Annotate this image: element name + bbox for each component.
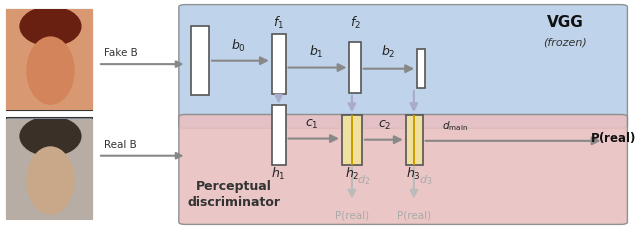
Text: $h_3$: $h_3$: [406, 166, 421, 182]
Text: $h_2$: $h_2$: [345, 166, 359, 182]
Text: $b_0$: $b_0$: [232, 38, 246, 54]
Bar: [349, 42, 361, 93]
Text: Perceptual
discriminator: Perceptual discriminator: [188, 180, 280, 209]
FancyBboxPatch shape: [179, 5, 627, 128]
Text: $d_{\mathrm{main}}$: $d_{\mathrm{main}}$: [442, 119, 468, 133]
Text: P(real): P(real): [397, 210, 431, 220]
Bar: [406, 114, 422, 165]
FancyBboxPatch shape: [179, 114, 627, 224]
Bar: [351, 114, 353, 165]
Text: $\mathbf{P(real)}$: $\mathbf{P(real)}$: [590, 130, 636, 145]
Text: Real B: Real B: [104, 140, 137, 150]
Text: $c_1$: $c_1$: [305, 118, 319, 131]
Text: $d_3$: $d_3$: [419, 173, 432, 187]
Text: $h_1$: $h_1$: [271, 166, 286, 182]
Text: VGG: VGG: [547, 16, 584, 30]
Ellipse shape: [19, 116, 81, 156]
Text: $c_2$: $c_2$: [378, 119, 392, 133]
Text: $f_1$: $f_1$: [273, 15, 284, 31]
Text: $f_2$: $f_2$: [349, 15, 360, 31]
Text: $b_2$: $b_2$: [381, 44, 396, 60]
Text: P(real): P(real): [335, 210, 369, 220]
Text: Fake B: Fake B: [104, 48, 138, 58]
Ellipse shape: [19, 6, 81, 46]
Bar: [272, 34, 285, 94]
Bar: [342, 114, 362, 165]
Text: $d_2$: $d_2$: [356, 173, 370, 187]
Text: (frozen): (frozen): [543, 38, 588, 48]
Bar: [191, 26, 209, 95]
Text: 👩: 👩: [38, 43, 59, 76]
Bar: [417, 49, 425, 88]
FancyBboxPatch shape: [6, 9, 92, 110]
FancyBboxPatch shape: [6, 117, 92, 218]
Text: $b_1$: $b_1$: [308, 44, 323, 60]
Bar: [413, 114, 415, 165]
Text: 👨: 👨: [38, 151, 59, 184]
Bar: [272, 105, 285, 165]
Ellipse shape: [26, 146, 75, 215]
Ellipse shape: [26, 36, 75, 105]
